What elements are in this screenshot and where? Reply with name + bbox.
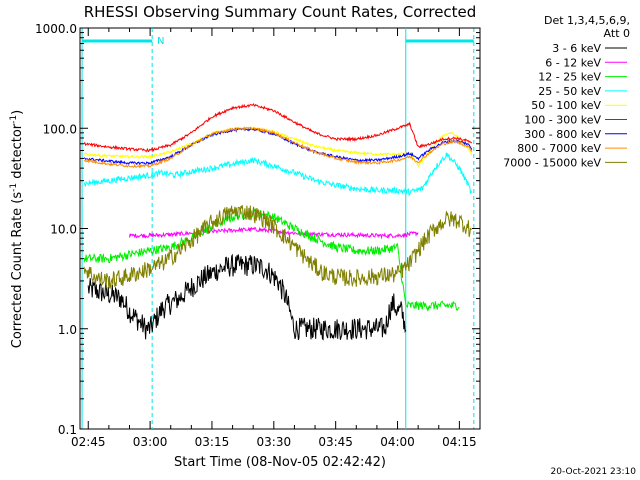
x-tick-label-04-15: 04:15 bbox=[442, 435, 477, 449]
y-axis-label-end: ) bbox=[10, 110, 25, 115]
y-axis-label-sup2: -1 bbox=[9, 115, 19, 124]
y-tick-label-10-0: 10.0 bbox=[50, 223, 77, 237]
chart-title: RHESSI Observing Summary Count Rates, Co… bbox=[84, 3, 477, 21]
y-tick-label-1-0: 1.0 bbox=[58, 323, 77, 337]
x-tick-label-02-45: 02:45 bbox=[71, 435, 106, 449]
x-tick-label-03-00: 03:00 bbox=[133, 435, 168, 449]
series-line-25-50-kev bbox=[83, 152, 473, 197]
y-axis-label-sup1: -1 bbox=[9, 183, 19, 192]
y-tick-label-100-0: 100.0 bbox=[43, 122, 77, 136]
series-line-3-6-kev bbox=[87, 253, 407, 341]
legend-label-300-800-kev: 300 - 800 keV bbox=[524, 128, 601, 141]
series-line-12-25-kev bbox=[83, 208, 460, 312]
y-tick-label-1000-0: 1000.0 bbox=[35, 22, 77, 36]
x-axis: 02:45 03:00 03:15 03:30 03:45 04:00 04:15 bbox=[71, 28, 481, 449]
series-line-800-7000-kev bbox=[83, 125, 473, 169]
x-tick-label-03-15: 03:15 bbox=[195, 435, 230, 449]
x-tick-label-04-00: 04:00 bbox=[380, 435, 415, 449]
y-axis-label-main: Corrected Count Rate (s bbox=[10, 192, 25, 349]
x-tick-label-03-30: 03:30 bbox=[257, 435, 292, 449]
legend-label-800-7000-kev: 800 - 7000 keV bbox=[517, 142, 601, 155]
legend-label-100-300-kev: 100 - 300 keV bbox=[524, 114, 601, 127]
footer-date: 20-Oct-2021 23:10 bbox=[551, 467, 637, 477]
y-tick-label-0-1: 0.1 bbox=[58, 423, 77, 437]
y-axis-label: Corrected Count Rate (s-1 detector-1) bbox=[9, 110, 25, 348]
x-axis-label: Start Time (08-Nov-05 02:42:42) bbox=[174, 455, 386, 470]
y-axis: 0.1 1.0 10.0 100.0 1000.0 bbox=[35, 22, 480, 437]
night-marker-label: N bbox=[157, 36, 164, 47]
series-line-7000-15000-kev bbox=[83, 205, 473, 289]
legend-label-6-12-kev: 6 - 12 keV bbox=[545, 56, 601, 69]
legend-label-7000-15000-kev: 7000 - 15000 keV bbox=[503, 156, 601, 169]
series-lines bbox=[83, 103, 473, 341]
legend-label-50-100-kev: 50 - 100 keV bbox=[531, 99, 601, 112]
legend-label-3-6-kev: 3 - 6 keV bbox=[552, 42, 601, 55]
y-axis-label-mid: detector bbox=[10, 123, 25, 183]
legend-header-line-1: Det 1,3,4,5,6,9, bbox=[544, 14, 630, 27]
legend-header-line-2: Att 0 bbox=[604, 27, 630, 40]
series-line-100-300-kev bbox=[83, 103, 473, 153]
legend-label-12-25-kev: 12 - 25 keV bbox=[538, 71, 601, 84]
legend-label-25-50-kev: 25 - 50 keV bbox=[538, 85, 601, 98]
x-tick-label-03-45: 03:45 bbox=[318, 435, 353, 449]
